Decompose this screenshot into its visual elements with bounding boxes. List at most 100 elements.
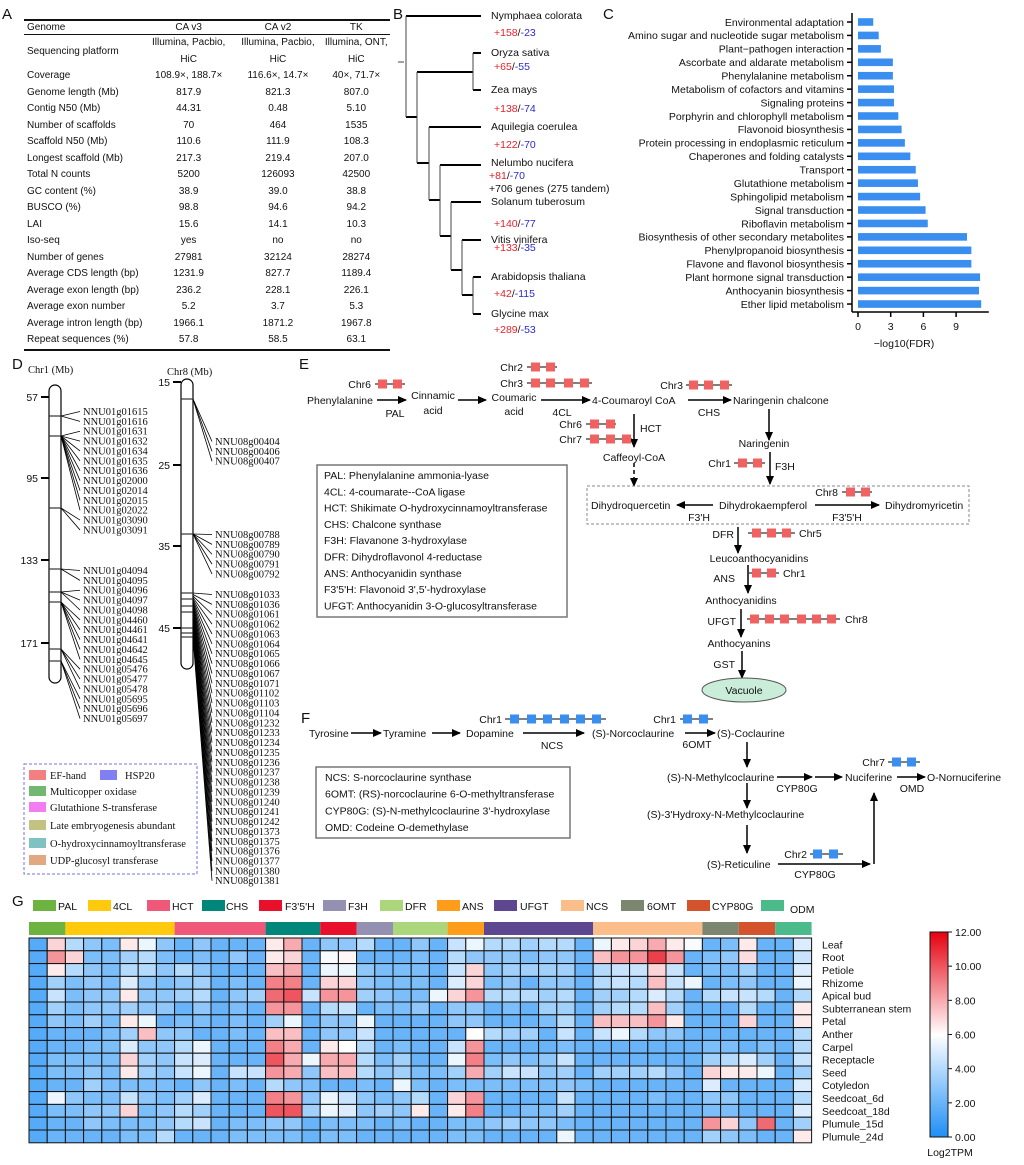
x-axis-label: −log10(FDR) — [874, 338, 934, 350]
heatmap-cell — [64, 1065, 85, 1080]
tissue-label: Cotyledon — [822, 1080, 869, 1092]
heatmap-cell — [337, 950, 358, 965]
category-label: Signaling proteins — [761, 97, 844, 109]
table-cell: 111.9 — [266, 136, 290, 147]
heatmap-cell — [337, 1103, 358, 1118]
loss-count: -53 — [521, 324, 536, 336]
heatmap-cell — [64, 1116, 85, 1131]
heatmap-cell — [265, 1014, 285, 1029]
loss-count: -70 — [521, 139, 536, 151]
table-row: Iso-seq yes no no — [24, 233, 390, 250]
heatmap-cell — [738, 988, 758, 1003]
gene-link-line — [192, 398, 213, 442]
heatmap-cell — [174, 963, 194, 977]
heatmap-cell — [483, 1039, 503, 1054]
heatmap-cell — [119, 975, 139, 990]
table-row: Contig N50 (Mb) 44.31 0.48 5.10 — [24, 101, 390, 118]
chr1-tick-label: 95 — [26, 473, 38, 485]
table-cell: 40×, 71.7× — [332, 70, 381, 81]
gene-copy-box — [907, 757, 916, 767]
gene-label: NNU08g01066 — [215, 659, 280, 670]
heatmap-cell — [192, 1129, 212, 1144]
gene-group-bar — [356, 922, 393, 935]
heatmap-cell — [683, 1091, 703, 1105]
heatmap-cell — [538, 963, 558, 977]
gene-group-legend-swatch — [621, 900, 644, 911]
heatmap-cell — [64, 1014, 85, 1029]
table-cell: 98.8 — [178, 202, 199, 213]
heatmap-cell — [301, 963, 321, 977]
gene-label: NNU08g00407 — [215, 457, 280, 468]
heatmap-cell — [265, 1103, 285, 1118]
heatmap-cell — [756, 937, 776, 952]
heatmap-cell — [64, 1052, 85, 1067]
heatmap-cell — [246, 975, 267, 990]
gene-label: NNU08g01237 — [215, 768, 280, 779]
row-label: Genome length (Mb) — [27, 86, 119, 98]
heatmap-cell — [119, 1027, 139, 1041]
heatmap-cell — [83, 1116, 103, 1131]
heatmap-cell — [192, 937, 212, 952]
gene-label: NNU08g01235 — [215, 748, 280, 759]
gene-label: NNU01g05697 — [83, 714, 148, 725]
heatmap-cell — [83, 988, 103, 1003]
gene-copy-box — [576, 714, 585, 724]
gene-label: NNU08g01242 — [215, 817, 280, 828]
row-label: Longest scaffold (Mb) — [27, 152, 123, 164]
gene-group-legend-label: PAL — [58, 901, 77, 913]
bar — [858, 98, 894, 107]
genome-assembly-table: Genome CA v3 CA v2 TK Sequencing platfor… — [24, 19, 390, 351]
gene-copy-box — [699, 714, 708, 724]
enzyme-ufgt: UFGT — [707, 616, 736, 628]
heatmap-cell — [501, 988, 521, 1003]
heatmap-cell — [228, 1027, 248, 1041]
heatmap-cell — [465, 1014, 485, 1029]
heatmap-cell — [683, 988, 703, 1003]
compound-dopamine: Dopamine — [466, 728, 514, 740]
heatmap-cell — [410, 975, 430, 990]
heatmap-cell — [483, 937, 503, 952]
heatmap-cell — [319, 1065, 339, 1080]
heatmap-cell — [774, 1129, 794, 1144]
heatmap-cell — [28, 1129, 48, 1144]
legend-swatch — [100, 770, 117, 780]
heatmap-cell — [483, 988, 503, 1003]
gene-label: NNU01g01615 — [83, 407, 148, 418]
compound-n-methylcoclaurine: (S)-N-Methylcoclaurine — [667, 772, 775, 784]
heatmap-cell — [392, 1091, 412, 1105]
heatmap-cell — [665, 1052, 685, 1067]
chr1-tick-label: 133 — [20, 555, 38, 567]
heatmap-cell — [174, 1091, 194, 1105]
gene-link-line — [60, 648, 81, 670]
heatmap-cell — [137, 1027, 157, 1041]
heatmap-cell — [556, 988, 576, 1003]
heatmap-cell — [465, 1065, 485, 1080]
gene-link-line — [60, 435, 81, 481]
heatmap-cell — [28, 988, 48, 1003]
gene-group-bar — [702, 922, 739, 935]
heatmap-cell — [774, 1039, 794, 1054]
heatmap-cell — [301, 1001, 321, 1016]
gene-label: NNU08g01239 — [215, 787, 280, 798]
heatmap-cell — [101, 988, 121, 1003]
heatmap-cell — [701, 1052, 722, 1067]
heatmap-cell — [283, 1052, 303, 1067]
gene-link-line — [60, 435, 81, 442]
heatmap-cell — [283, 963, 303, 977]
heatmap-cell — [392, 937, 412, 952]
heatmap-cell — [337, 1116, 358, 1131]
heatmap-cell — [629, 963, 649, 977]
heatmap-cell — [410, 1039, 430, 1054]
heatmap-cell — [392, 963, 412, 977]
heatmap-cell — [629, 1078, 649, 1093]
heatmap-cell — [192, 1052, 212, 1067]
heatmap-cell — [683, 1078, 703, 1093]
gene-label: NNU08g00404 — [215, 437, 280, 448]
heatmap-cell — [720, 963, 740, 977]
heatmap-cell — [483, 1129, 503, 1144]
heatmap-cell — [519, 1027, 540, 1041]
heatmap-cell — [538, 1078, 558, 1093]
bar — [858, 85, 894, 93]
gene-link-line — [192, 609, 213, 704]
